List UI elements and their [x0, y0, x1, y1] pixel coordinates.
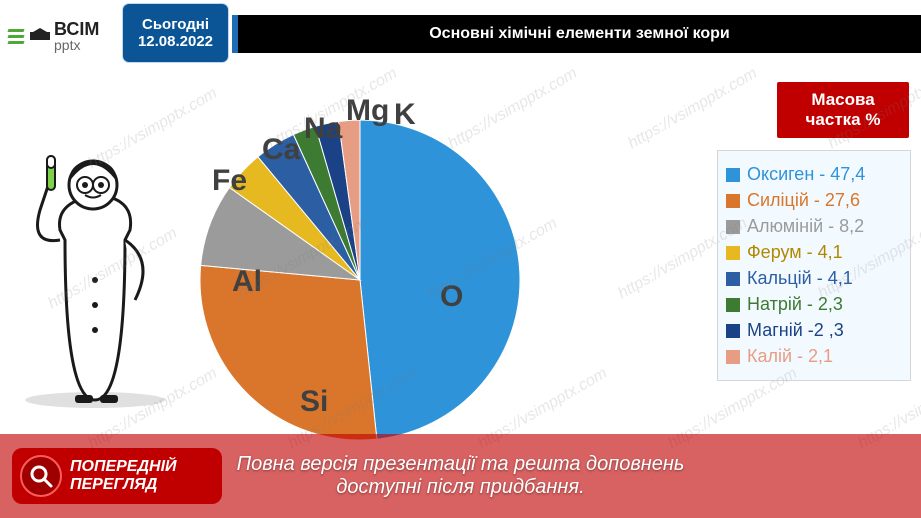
- logo-main: ВСІМ: [54, 19, 99, 39]
- legend-label: Натрій - 2,3: [747, 294, 843, 315]
- legend-swatch: [726, 246, 740, 260]
- title-text: Основні хімічні елементи земної кори: [429, 25, 730, 43]
- pie-chart: OSiAlFeCaNaMgK: [170, 80, 550, 450]
- magnifier-icon: [20, 455, 62, 497]
- legend-label: Кальцій - 4,1: [747, 268, 853, 289]
- watermark-text: https://vsimpptx.com: [625, 65, 760, 154]
- slide-title: Основні хімічні елементи земної кори: [232, 15, 921, 53]
- legend-row-2: Алюміній - 8,2: [726, 216, 902, 237]
- legend-row-7: Калій - 2,1: [726, 346, 902, 367]
- legend-swatch: [726, 168, 740, 182]
- legend-row-6: Магній -2 ,3: [726, 320, 902, 341]
- legend-swatch: [726, 350, 740, 364]
- legend-label: Оксиген - 47,4: [747, 164, 865, 185]
- preview-badge: ПОПЕРЕДНІЙ ПЕРЕГЛЯД: [12, 448, 222, 504]
- legend-label: Магній -2 ,3: [747, 320, 844, 341]
- legend-row-4: Кальцій - 4,1: [726, 268, 902, 289]
- legend-row-1: Силіцій - 27,6: [726, 190, 902, 211]
- legend-header-2: частка %: [806, 110, 881, 130]
- logo-sub: pptx: [54, 38, 99, 52]
- banner-line2: доступні після придбання.: [336, 476, 584, 499]
- grad-cap-icon: [30, 32, 50, 40]
- date-label: Сьогодні: [142, 16, 209, 33]
- pie-slice-O: [360, 120, 520, 439]
- legend-swatch: [726, 194, 740, 208]
- legend-row-5: Натрій - 2,3: [726, 294, 902, 315]
- pie-slice-Si: [200, 265, 377, 440]
- preview-line2: ПЕРЕГЛЯД: [70, 476, 177, 494]
- legend-label: Силіцій - 27,6: [747, 190, 860, 211]
- legend-swatch: [726, 272, 740, 286]
- legend-swatch: [726, 324, 740, 338]
- legend-header-1: Масова: [811, 90, 874, 110]
- legend-row-0: Оксиген - 47,4: [726, 164, 902, 185]
- legend-label: Ферум - 4,1: [747, 242, 843, 263]
- logo-lines-icon: [8, 29, 24, 44]
- legend-label: Калій - 2,1: [747, 346, 833, 367]
- legend-row-3: Ферум - 4,1: [726, 242, 902, 263]
- date-value: 12.08.2022: [138, 33, 213, 50]
- legend-swatch: [726, 220, 740, 234]
- date-badge: Сьогодні 12.08.2022: [123, 4, 228, 62]
- scientist-illustration: [5, 150, 180, 410]
- logo: ВСІМ pptx: [8, 20, 99, 52]
- header: ВСІМ pptx Сьогодні 12.08.2022 Основні хі…: [0, 0, 921, 70]
- preview-text: ПОПЕРЕДНІЙ ПЕРЕГЛЯД: [70, 458, 177, 493]
- banner-line1: Повна версія презентації та решта доповн…: [237, 453, 685, 476]
- logo-text: ВСІМ pptx: [54, 20, 99, 52]
- preview-line1: ПОПЕРЕДНІЙ: [70, 458, 177, 476]
- legend-box: Оксиген - 47,4 Силіцій - 27,6 Алюміній - 8…: [717, 150, 911, 381]
- legend-header: Масова частка %: [777, 82, 909, 138]
- pie-svg: [200, 120, 520, 440]
- legend-swatch: [726, 298, 740, 312]
- legend-label: Алюміній - 8,2: [747, 216, 864, 237]
